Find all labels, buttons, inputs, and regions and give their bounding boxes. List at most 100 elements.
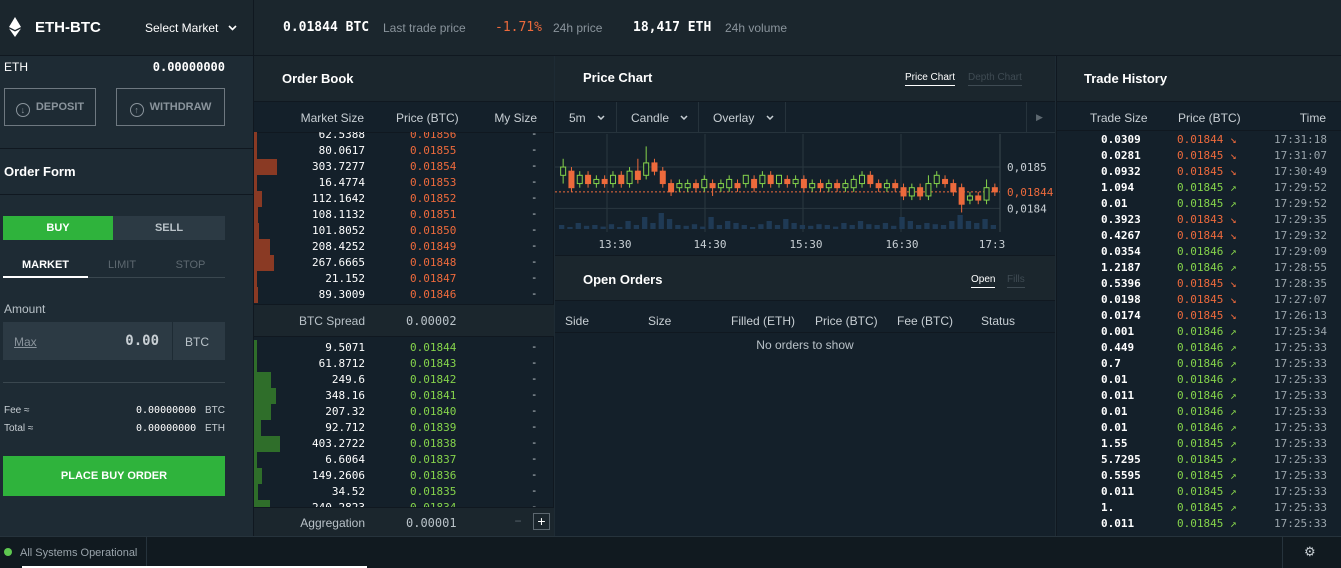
bid-price: 0.01841 [410,389,457,402]
trade-time: 17:25:33 [1274,357,1327,370]
bid-row[interactable]: 207.32 0.01840 - [254,404,554,420]
volume-bar [799,225,806,229]
candle-body [726,178,733,189]
trade-size: 0.5396 [1101,277,1141,290]
order-type-limit-tab[interactable]: LIMIT [107,259,137,271]
bid-row[interactable]: 240.2823 0.01834 - [254,500,554,507]
trade-row: 0.0354 0.01846 ↗ 17:29:09 [1057,244,1341,260]
volume-bar [583,225,590,229]
select-market-dropdown[interactable]: Select Market [145,21,237,35]
bid-row[interactable]: 92.712 0.01839 - [254,420,554,436]
bid-row[interactable]: 149.2606 0.01836 - [254,468,554,484]
order-type-market-tab[interactable]: MARKET [21,259,70,271]
trade-price-value: 0.01845 [1177,517,1224,530]
place-buy-order-button[interactable]: PLACE BUY ORDER [3,456,225,496]
tab-underline-track [3,277,225,278]
trade-time: 17:29:09 [1274,245,1327,258]
interval-value: 5m [569,111,586,125]
candle-body [867,174,874,185]
bid-row[interactable]: 348.16 0.01841 - [254,388,554,404]
ask-row[interactable]: 208.4252 0.01849 - [254,239,554,255]
volume-bar [924,223,930,229]
trade-time: 17:29:35 [1274,213,1327,226]
bid-row[interactable]: 34.52 0.01835 - [254,484,554,500]
candle-body [609,174,616,185]
withdraw-button[interactable]: ↑ WITHDRAW [116,88,225,126]
bid-depth-bar [254,452,257,468]
trade-price-value: 0.01845 [1177,277,1224,290]
volume-bar [642,217,648,229]
gear-icon[interactable]: ⚙ [1304,544,1316,559]
deposit-button[interactable]: ↓ DEPOSIT [4,88,96,126]
tab-price-chart[interactable]: Price Chart [905,72,956,86]
arrow-up-right-icon: ↗ [1223,325,1237,338]
trade-price-value: 0.01846 [1177,261,1224,274]
status-separator [146,537,147,568]
overlay-dropdown[interactable]: Overlay [713,111,774,125]
ask-row[interactable]: 16.4774 0.01853 - [254,175,554,191]
ask-row[interactable]: 101.8052 0.01850 - [254,223,554,239]
trade-price-value: 0.01844 [1177,133,1224,146]
bid-row[interactable]: 249.6 0.01842 - [254,372,554,388]
last-price-label: Last trade price [383,21,466,35]
divider [0,194,254,195]
ask-size: 208.4252 [312,240,365,253]
trade-size: 0.011 [1101,485,1135,498]
trade-size: 1.094 [1101,181,1135,194]
toolbar-separator [1026,102,1027,133]
aggregation-decrease-button[interactable]: − [514,514,522,528]
candle-body [825,183,832,189]
amount-input[interactable]: Max 0.00 BTC [3,322,225,360]
arrow-up-right-icon: ↗ [1223,181,1237,194]
status-bar: All Systems Operational ⚙ [0,536,1341,568]
arrow-down-right-icon: ↘ [1223,277,1237,290]
volume-bar [749,227,756,229]
trade-time: 17:29:52 [1274,197,1327,210]
chart-style-dropdown[interactable]: Candle [631,111,688,125]
ask-row[interactable]: 89.3009 0.01846 - [254,287,554,303]
ask-row[interactable]: 303.7277 0.01854 - [254,159,554,175]
trade-size: 0.0281 [1101,149,1141,162]
open-orders-header: Open Orders Open Fills [555,255,1055,301]
tab-depth-chart[interactable]: Depth Chart [968,72,1022,86]
volume-bar [608,224,615,229]
bid-row[interactable]: 403.2722 0.01838 - [254,436,554,452]
buy-tab[interactable]: BUY [3,216,113,240]
ask-row[interactable]: 62.5388 0.01856 - [254,132,554,143]
ask-row[interactable]: 80.0617 0.01855 - [254,143,554,159]
col-trade-price: Price (BTC) [1178,111,1241,125]
chevron-down-icon [228,25,237,31]
trade-price-value: 0.01846 [1177,373,1224,386]
trade-time: 17:25:33 [1274,405,1327,418]
arrow-down-right-icon: ↘ [1223,133,1237,146]
ask-size: 112.1642 [312,192,365,205]
aggregation-increase-button[interactable]: + [533,513,550,530]
max-link[interactable]: Max [14,335,37,349]
ask-row[interactable]: 112.1642 0.01852 - [254,191,554,207]
ask-my-size: - [532,224,536,236]
trade-price-value: 0.01845 [1177,197,1224,210]
arrow-up-right-icon: ↗ [1223,197,1237,210]
ask-row[interactable]: 267.6665 0.01848 - [254,255,554,271]
interval-dropdown[interactable]: 5m [569,111,605,125]
volume-bar [932,224,938,229]
trade-price: 0.01845 ↗ [1177,485,1237,498]
sell-tab[interactable]: SELL [113,216,225,240]
price-chart-canvas[interactable]: 0,0185 0,0184 0,01844 13:30 14:30 15:30 16:30 1… [555,134,1055,254]
order-book-header: Order Book [254,56,554,102]
col-trade-size: Trade Size [1090,111,1148,125]
bid-row[interactable]: 6.6064 0.01837 - [254,452,554,468]
tab-open[interactable]: Open [971,274,996,288]
candle-body [850,178,857,189]
trade-row: 0.7 0.01846 ↗ 17:25:33 [1057,356,1341,372]
play-icon[interactable]: ▶ [1036,112,1043,122]
order-type-stop-tab[interactable]: STOP [175,259,206,271]
bid-row[interactable]: 9.5071 0.01844 - [254,340,554,356]
bid-row[interactable]: 61.8712 0.01843 - [254,356,554,372]
balance-currency: ETH [4,60,28,74]
ask-row[interactable]: 108.1132 0.01851 - [254,207,554,223]
volume-bar [982,219,988,229]
ask-row[interactable]: 21.152 0.01847 - [254,271,554,287]
trade-price: 0.01845 ↗ [1177,197,1237,210]
tab-fills[interactable]: Fills [1007,274,1025,288]
